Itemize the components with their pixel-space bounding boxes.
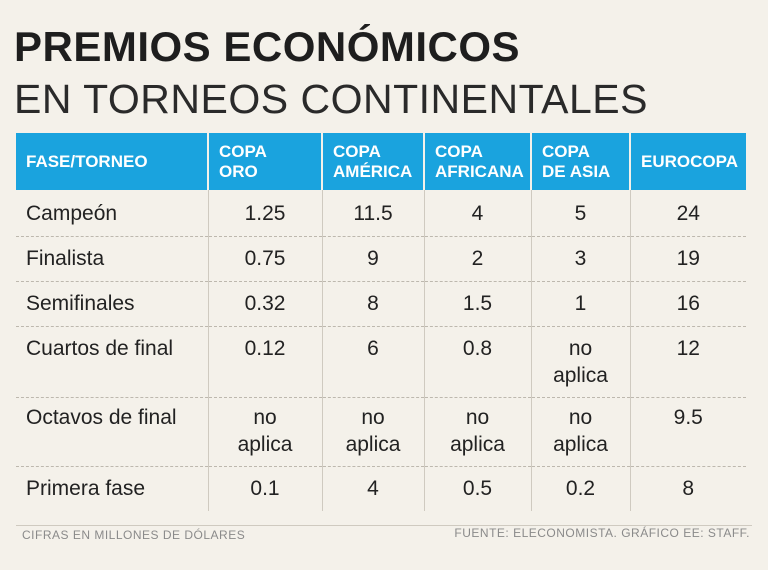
table-cell: 1: [530, 281, 630, 327]
table-cell: 8: [629, 466, 746, 511]
table-cell: 1.5: [423, 281, 531, 327]
table-cell: no aplica: [321, 397, 424, 467]
header-line: FASE/TORNEO: [26, 151, 148, 171]
table-row: Octavos de final no aplica no aplica no …: [16, 397, 746, 467]
prize-table: FASE/TORNEO COPA ORO COPA AMÉRICA COPA A…: [16, 133, 746, 511]
table-row: Cuartos de final 0.12 6 0.8 no aplica 12: [16, 326, 746, 398]
header-line: AFRICANA: [435, 161, 524, 181]
table-cell: 0.12: [207, 326, 322, 398]
table-row: Campeón 1.25 11.5 4 5 24: [16, 190, 746, 237]
table-cell: 3: [530, 236, 630, 282]
header-line: AMÉRICA: [333, 161, 413, 181]
table-cell: 11.5: [321, 190, 424, 237]
header-copa-oro: COPA ORO: [207, 133, 322, 190]
table-cell: 4: [321, 466, 424, 511]
table-row: Semifinales 0.32 8 1.5 1 16: [16, 281, 746, 327]
table-cell: 8: [321, 281, 424, 327]
table-cell: 6: [321, 326, 424, 398]
table-cell: 0.1: [207, 466, 322, 511]
table-cell: no aplica: [207, 397, 322, 467]
header-line: EUROCOPA: [641, 151, 738, 171]
row-label: Finalista: [16, 236, 208, 282]
table-cell: 2: [423, 236, 531, 282]
header-copa-america: COPA AMÉRICA: [321, 133, 424, 190]
row-label: Octavos de final: [16, 397, 208, 467]
table-row: Finalista 0.75 9 2 3 19: [16, 236, 746, 282]
table-header-row: FASE/TORNEO COPA ORO COPA AMÉRICA COPA A…: [16, 133, 746, 190]
header-fase-torneo: FASE/TORNEO: [16, 133, 208, 190]
table-cell: no aplica: [530, 397, 630, 467]
header-line: ORO: [219, 161, 258, 181]
table-cell: 5: [530, 190, 630, 237]
header-copa-africana: COPA AFRICANA: [423, 133, 531, 190]
header-eurocopa: EUROCOPA: [629, 133, 746, 190]
table-cell: no aplica: [423, 397, 531, 467]
row-label: Semifinales: [16, 281, 208, 327]
table-cell: 0.2: [530, 466, 630, 511]
table-cell: 9.5: [629, 397, 746, 467]
table-cell: 16: [629, 281, 746, 327]
header-line: COPA: [333, 141, 381, 161]
table-cell: 0.5: [423, 466, 531, 511]
page-title: PREMIOS ECONÓMICOS: [14, 23, 521, 70]
units-note: CIFRAS EN MILLONES DE DÓLARES: [22, 528, 246, 542]
table-cell: 1.25: [207, 190, 322, 237]
table-cell: 0.8: [423, 326, 531, 398]
header-copa-de-asia: COPA DE ASIA: [530, 133, 630, 190]
table-cell: 12: [629, 326, 746, 398]
table-row: Primera fase 0.1 4 0.5 0.2 8: [16, 466, 746, 511]
header-line: COPA: [542, 141, 590, 161]
header-line: DE ASIA: [542, 161, 611, 181]
table-cell: 9: [321, 236, 424, 282]
table-cell: 24: [629, 190, 746, 237]
table-cell: 0.75: [207, 236, 322, 282]
page-subtitle: EN TORNEOS CONTINENTALES: [14, 76, 648, 122]
footer: CIFRAS EN MILLONES DE DÓLARES FUENTE: EL…: [16, 525, 752, 544]
header-line: COPA: [219, 141, 267, 161]
header-line: COPA: [435, 141, 483, 161]
row-label: Campeón: [16, 190, 208, 237]
table-cell: 19: [629, 236, 746, 282]
table-cell: no aplica: [530, 326, 630, 398]
row-label: Cuartos de final: [16, 326, 208, 398]
row-label: Primera fase: [26, 477, 146, 500]
table-cell: 4: [423, 190, 531, 237]
table-cell: 0.32: [207, 281, 322, 327]
source-credit: FUENTE: ELECONOMISTA. GRÁFICO EE: STAFF.: [454, 526, 750, 540]
